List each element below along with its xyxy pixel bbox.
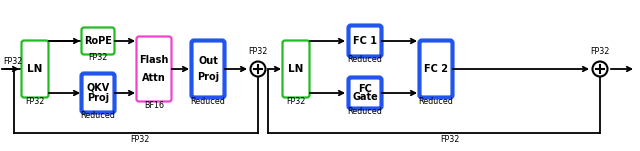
FancyBboxPatch shape: [22, 40, 49, 98]
Text: LN: LN: [28, 64, 43, 74]
Text: Reduced: Reduced: [81, 111, 115, 120]
Text: LN: LN: [288, 64, 304, 74]
Text: FP32: FP32: [440, 135, 460, 143]
Text: Out: Out: [198, 56, 218, 66]
FancyBboxPatch shape: [191, 40, 225, 98]
Text: FP32: FP32: [3, 56, 22, 66]
Text: FP32: FP32: [590, 47, 610, 56]
Text: Reduced: Reduced: [348, 108, 383, 117]
Text: Attn: Attn: [142, 73, 166, 83]
FancyBboxPatch shape: [282, 40, 310, 98]
Text: BF16: BF16: [144, 101, 164, 109]
Text: RoPE: RoPE: [84, 36, 112, 46]
Text: FC 2: FC 2: [424, 64, 448, 74]
Text: QKV: QKV: [86, 83, 109, 93]
Text: FP32: FP32: [88, 53, 108, 63]
Text: FP32: FP32: [26, 96, 45, 106]
FancyBboxPatch shape: [419, 40, 452, 98]
Text: FP32: FP32: [131, 135, 150, 143]
Text: FC 1: FC 1: [353, 36, 377, 46]
Text: Gate: Gate: [352, 92, 378, 102]
Text: FP32: FP32: [286, 96, 306, 106]
Text: FP32: FP32: [248, 47, 268, 56]
Text: FC: FC: [358, 84, 372, 94]
Text: Flash: Flash: [140, 55, 169, 65]
Text: Proj: Proj: [87, 93, 109, 103]
FancyBboxPatch shape: [349, 26, 381, 56]
FancyBboxPatch shape: [81, 27, 115, 55]
Text: Reduced: Reduced: [419, 96, 453, 106]
Text: Reduced: Reduced: [348, 56, 383, 64]
Text: Reduced: Reduced: [191, 96, 225, 106]
FancyBboxPatch shape: [81, 74, 115, 112]
FancyBboxPatch shape: [136, 37, 172, 101]
FancyBboxPatch shape: [349, 77, 381, 109]
Text: Proj: Proj: [197, 72, 219, 82]
